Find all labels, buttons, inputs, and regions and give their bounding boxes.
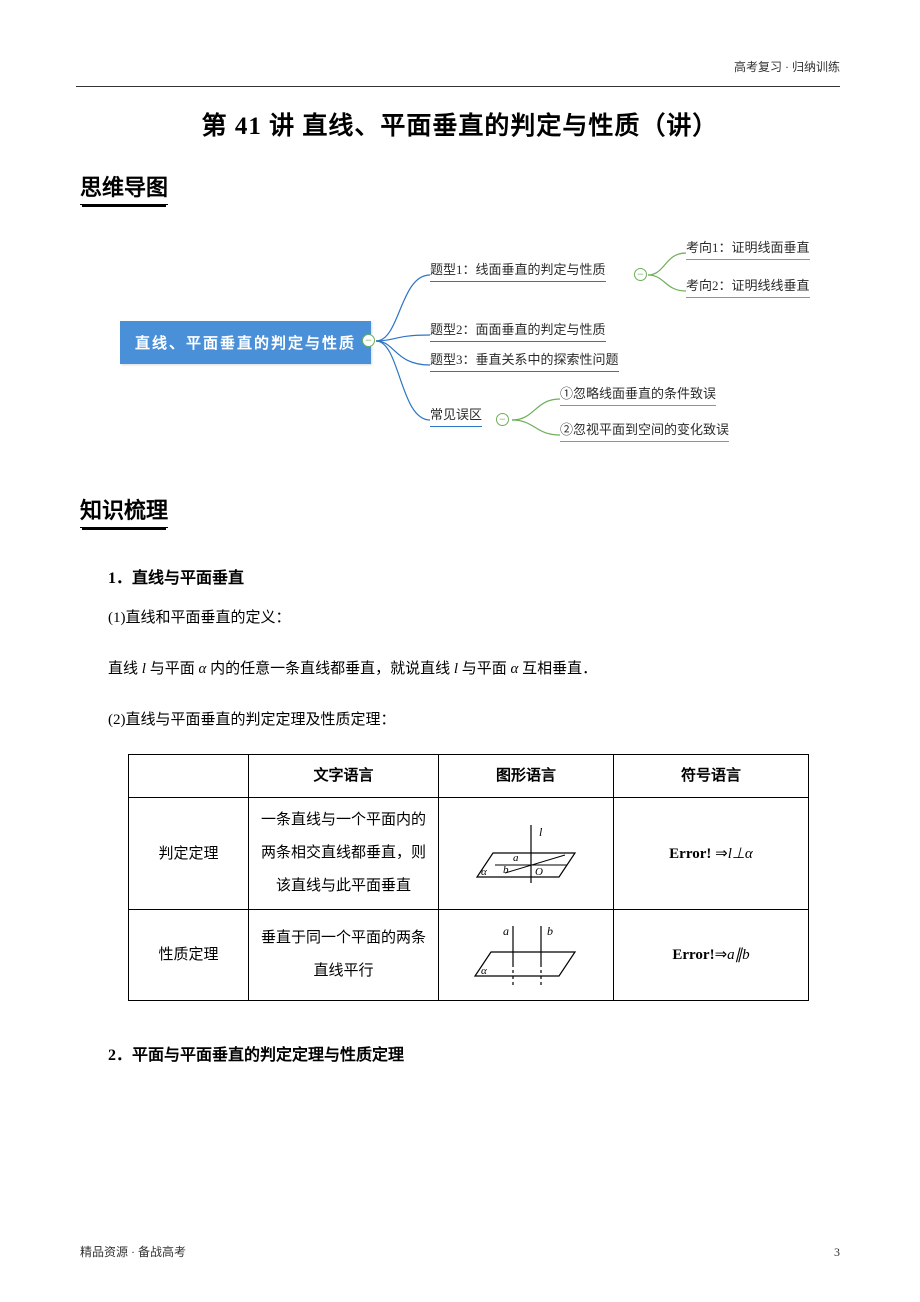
page-title: 第 41 讲 直线、平面垂直的判定与性质（讲） — [80, 106, 840, 142]
row-figure: a b α — [439, 910, 614, 1001]
page: 高考复习 · 归纳训练 第 41 讲 直线、平面垂直的判定与性质（讲） 思维导图… — [0, 0, 920, 1302]
error-text: Error! — [669, 846, 711, 862]
th-text: 文字语言 — [249, 755, 439, 798]
svg-text:α: α — [481, 965, 487, 977]
mindmap-item-t2: 题型2：面面垂直的判定与性质 — [430, 319, 606, 342]
mindmap-item-err: 常见误区 — [430, 404, 482, 427]
header-right: 高考复习 · 归纳训练 — [734, 58, 840, 75]
collapse-icon: − — [496, 413, 509, 426]
mindmap-heading: 思维导图 — [80, 170, 168, 205]
collapse-icon: − — [634, 268, 647, 281]
diagram-property-icon: a b α — [461, 920, 591, 990]
svg-text:a: a — [513, 852, 519, 864]
svg-text:O: O — [535, 866, 543, 878]
mindmap: 直线、平面垂直的判定与性质 题型1：线面垂直的判定与性质 题型2：面面垂直的判定… — [80, 235, 840, 465]
row-symbol: Error!⇒a∥b — [614, 910, 809, 1001]
footer-page-number: 3 — [834, 1245, 840, 1260]
subheading-2: 2．平面与平面垂直的判定定理与性质定理 — [108, 1041, 840, 1065]
mindmap-root: 直线、平面垂直的判定与性质 — [120, 321, 371, 364]
svg-text:b: b — [547, 924, 553, 938]
text: 与平面 — [146, 661, 199, 677]
svg-text:a: a — [503, 924, 509, 938]
text: 与平面 — [458, 661, 511, 677]
svg-text:α: α — [481, 866, 487, 878]
text: 直线 — [108, 661, 142, 677]
mindmap-item-t3: 题型3：垂直关系中的探索性问题 — [430, 349, 619, 372]
math-expr: a∥b — [727, 947, 750, 963]
mindmap-sub-k2: 考向2：证明线线垂直 — [686, 275, 810, 298]
row-desc: 一条直线与一个平面内的两条相交直线都垂直，则该直线与此平面垂直 — [249, 798, 439, 910]
svg-text:l: l — [539, 825, 543, 839]
header-rule — [76, 86, 840, 87]
para-definition-text: 直线 l 与平面 α 内的任意一条直线都垂直，就说直线 l 与平面 α 互相垂直… — [108, 651, 840, 687]
subheading-1: 1．直线与平面垂直 — [108, 564, 840, 588]
mindmap-item-t1: 题型1：线面垂直的判定与性质 — [430, 259, 606, 282]
th-symbol: 符号语言 — [614, 755, 809, 798]
text: 内的任意一条直线都垂直，就说直线 — [206, 661, 454, 677]
row-desc: 垂直于同一个平面的两条直线平行 — [249, 910, 439, 1001]
error-text: Error! — [672, 947, 714, 963]
row-symbol: Error! ⇒l⊥α — [614, 798, 809, 910]
footer-left: 精品资源 · 备战高考 — [80, 1243, 186, 1260]
table-row: 判定定理 一条直线与一个平面内的两条相交直线都垂直，则该直线与此平面垂直 l a… — [129, 798, 809, 910]
text: 互相垂直． — [518, 661, 597, 677]
row-figure: l a b O α — [439, 798, 614, 910]
row-name: 判定定理 — [129, 798, 249, 910]
mindmap-sub-e2: ②忽视平面到空间的变化致误 — [560, 419, 729, 442]
arrow: ⇒ — [711, 846, 727, 862]
diagram-judgment-icon: l a b O α — [461, 819, 591, 889]
collapse-icon: − — [362, 334, 375, 347]
theorem-table: 文字语言 图形语言 符号语言 判定定理 一条直线与一个平面内的两条相交直线都垂直… — [128, 754, 809, 1001]
row-name: 性质定理 — [129, 910, 249, 1001]
table-row: 性质定理 垂直于同一个平面的两条直线平行 a b α Error!⇒a∥b — [129, 910, 809, 1001]
knowledge-heading: 知识梳理 — [80, 493, 168, 528]
mindmap-sub-e1: ①忽略线面垂直的条件致误 — [560, 383, 716, 406]
th-figure: 图形语言 — [439, 755, 614, 798]
para-theorem-label: (2)直线与平面垂直的判定定理及性质定理： — [108, 702, 840, 738]
math-expr: l⊥α — [728, 846, 753, 862]
mindmap-sub-k1: 考向1：证明线面垂直 — [686, 237, 810, 260]
th-blank — [129, 755, 249, 798]
svg-text:b: b — [503, 864, 509, 876]
table-row: 文字语言 图形语言 符号语言 — [129, 755, 809, 798]
arrow: ⇒ — [715, 947, 728, 963]
para-definition-label: (1)直线和平面垂直的定义： — [108, 600, 840, 636]
